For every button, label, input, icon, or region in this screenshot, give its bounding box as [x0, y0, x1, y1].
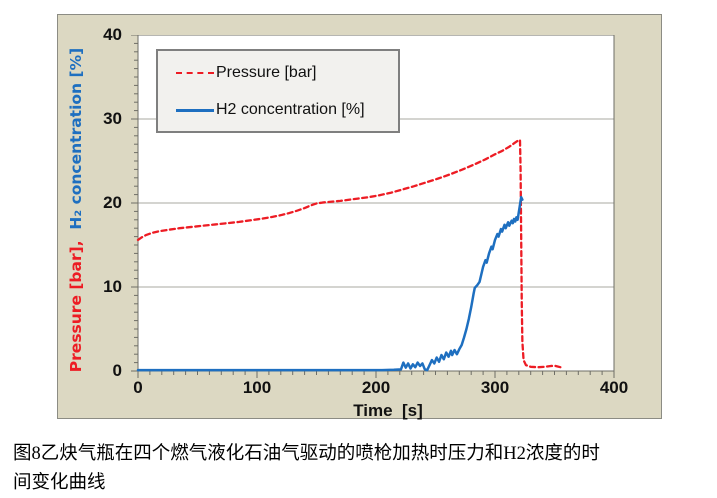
legend-label-h2: H2 concentration [%]: [216, 101, 365, 118]
y-tick-label-10: 10: [103, 277, 122, 296]
series-line-h2: [136, 195, 524, 372]
x-tick-label-200: 200: [361, 378, 391, 397]
x-tick-label-0: 0: [133, 378, 143, 397]
x-tick-label-300: 300: [480, 378, 510, 397]
figure-caption: 图8乙炔气瓶在四个燃气液化石油气驱动的喷枪加热时压力和H2浓度的时 间变化曲线: [13, 440, 713, 498]
y-tick-label-20: 20: [103, 193, 122, 212]
legend-item-h2: H2 concentration [%]: [176, 98, 365, 122]
legend-label-pressure: Pressure [bar]: [216, 64, 317, 81]
legend-item-pressure: Pressure [bar]: [176, 61, 316, 85]
y-tick-label-30: 30: [103, 109, 122, 128]
chart-frame: Pressure [bar], H₂ concentration [%] Tim…: [57, 14, 662, 420]
series-line-pressure: [136, 138, 562, 369]
y-axis-title-pressure: Pressure [bar],: [67, 240, 85, 373]
y-tick-label-40: 40: [103, 25, 122, 44]
legend: Pressure [bar] H2 concentration [%]: [156, 49, 400, 133]
pressure-dashed-line-swatch: [176, 72, 214, 74]
y-axis-title-separator: [67, 230, 85, 241]
y-tick-label-0: 0: [112, 361, 122, 380]
h2-solid-line-swatch: [176, 108, 214, 112]
x-axis-title: Time [s]: [353, 401, 423, 420]
x-tick-label-400: 400: [599, 378, 629, 397]
x-tick-label-100: 100: [242, 378, 272, 397]
caption-line-2: 间变化曲线: [13, 473, 106, 493]
caption-line-1: 图8乙炔气瓶在四个燃气液化石油气驱动的喷枪加热时压力和H2浓度的时: [13, 444, 600, 464]
